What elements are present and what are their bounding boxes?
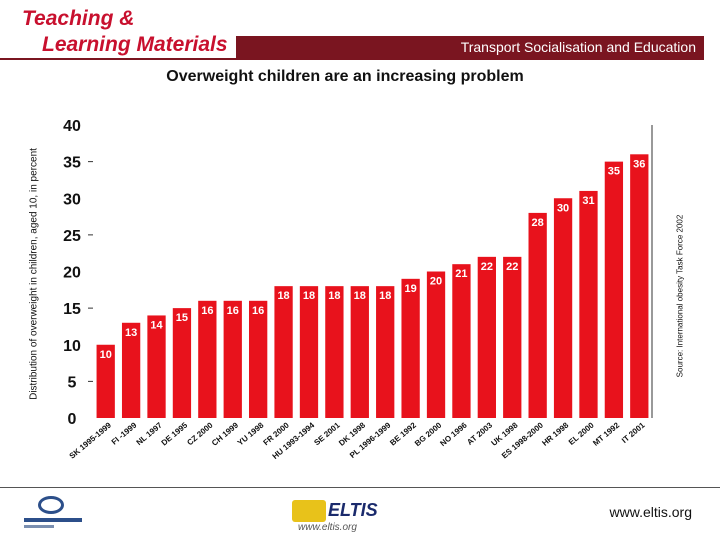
header-banner: Transport Socialisation and Education [236,36,704,58]
bar-data-label: 18 [328,290,340,302]
y-tick-label: 20 [63,265,81,282]
bar-data-label: 18 [303,290,315,302]
brand-line-2: Learning Materials [42,33,228,56]
x-tick-label: DE 1995 [160,420,190,447]
bar [604,161,624,418]
bar [274,286,293,418]
bus-icon [292,500,326,522]
footer-rule [0,487,720,488]
x-tick-label: CZ 2000 [185,420,215,447]
bar [630,154,649,419]
bar [299,286,319,418]
bar-data-label: 30 [557,202,569,214]
bar-data-label: 16 [201,305,213,317]
bar-data-label: 13 [125,327,137,339]
x-tick-label: NO 1996 [438,420,469,448]
bar [198,300,217,418]
y-tick-label: 25 [63,228,81,245]
bar-data-label: 20 [430,276,442,288]
bar-data-label: 28 [532,217,544,229]
bar [401,278,420,418]
bar [553,198,573,418]
y-tick-label: 15 [63,301,81,318]
bar [426,271,446,418]
y-tick-label: 0 [68,411,77,428]
bar [579,190,598,418]
bar [376,286,395,418]
x-tick-label: SE 2001 [312,420,342,447]
eltis-logo-word: ELTIS [328,500,378,520]
bar-data-label: 14 [150,319,163,331]
x-tick-label: YU 1998 [236,420,266,447]
bar-data-label: 16 [227,305,239,317]
bar-data-label: 36 [633,158,645,170]
bar [147,315,166,418]
x-tick-label: IT 2001 [620,420,647,445]
y-tick-label: 35 [63,155,81,172]
bar-data-label: 19 [404,283,416,295]
eltis-logo: ELTIS www.eltis.org [292,496,380,536]
x-tick-label: MT 1992 [591,420,621,448]
header-rule [0,58,704,60]
y-tick-label: 30 [63,191,81,208]
footer-url[interactable]: www.eltis.org [609,504,692,520]
bar-data-label: 10 [100,349,112,361]
bar-data-label: 15 [176,312,188,324]
bar [325,286,344,418]
partner-logo [24,496,82,532]
bar-data-label: 31 [582,195,594,207]
bar [96,344,115,418]
bar-data-label: 22 [481,261,493,273]
bar [223,300,242,418]
x-tick-label: BG 2000 [413,420,444,448]
bar-data-label: 18 [277,290,289,302]
brand-line-1: Teaching & [22,7,135,30]
y-tick-label: 5 [68,374,77,391]
bar [528,212,547,418]
bar [172,308,192,418]
bar-data-label: 18 [379,290,391,302]
bar [350,286,369,418]
x-tick-label: FI -1999 [110,420,139,446]
x-tick-label: HR 1998 [540,420,570,448]
y-tick-label: 40 [63,118,81,135]
bar-data-label: 22 [506,261,518,273]
bar [121,322,141,418]
x-tick-label: CH 1999 [210,420,240,448]
brand-logo: Teaching & Learning Materials [22,6,228,58]
bar-data-label: 21 [455,268,467,280]
bar [503,256,522,418]
eltis-logo-url: www.eltis.org [298,522,357,533]
chart-title: Overweight children are an increasing pr… [166,68,524,85]
bar [477,256,496,418]
bar-data-label: 16 [252,305,264,317]
x-tick-label: NL 1997 [135,420,165,447]
bar-data-label: 35 [608,166,620,178]
bar-data-label: 18 [354,290,366,302]
bar [249,300,268,418]
bar [452,264,471,418]
y-tick-label: 10 [63,338,81,355]
